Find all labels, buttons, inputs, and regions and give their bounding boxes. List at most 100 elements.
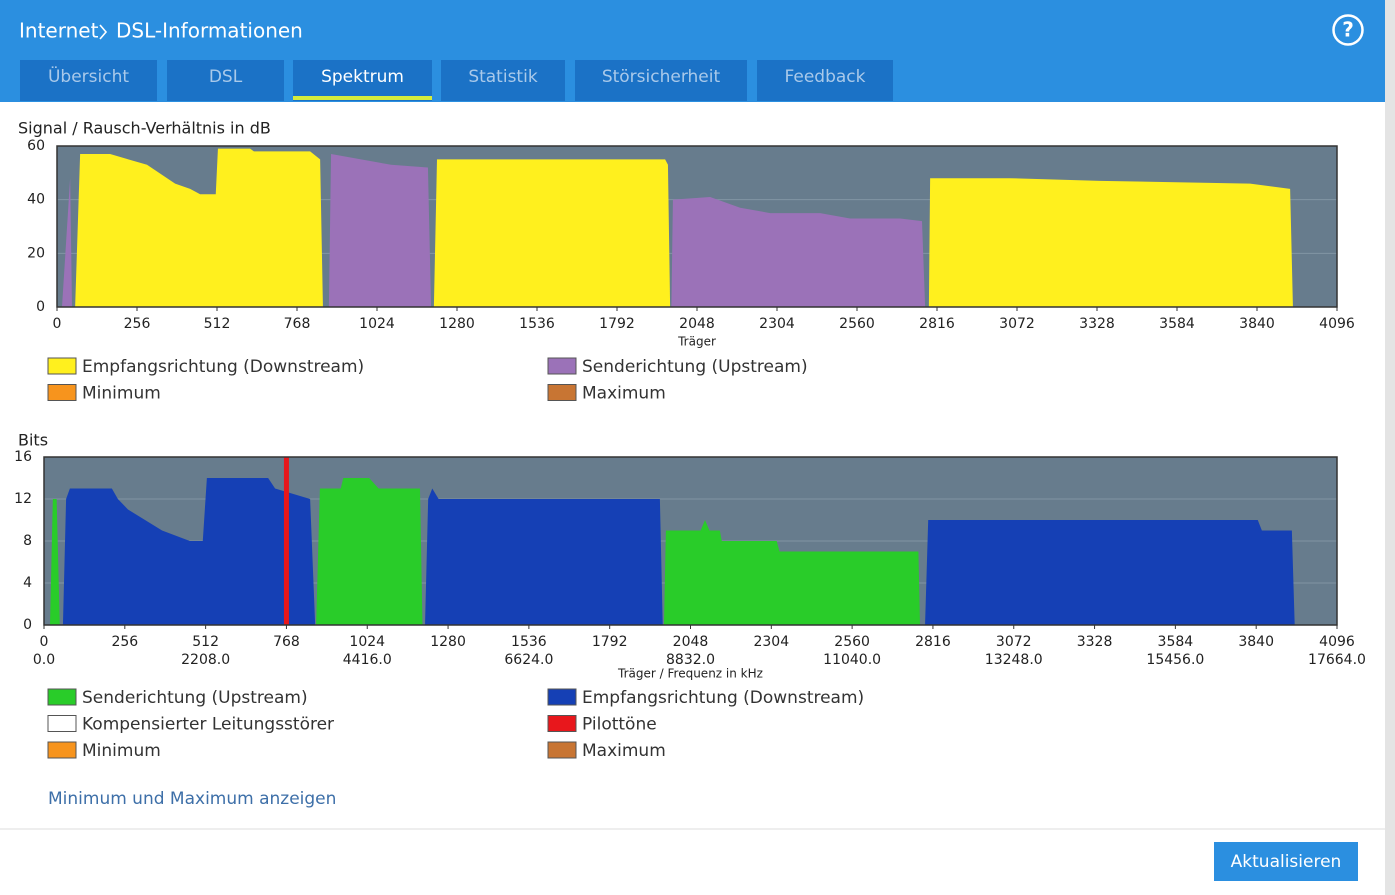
x-tick-label: 1024 — [359, 316, 395, 332]
area — [663, 520, 920, 625]
x-tick-label: 256 — [111, 634, 138, 650]
x-tick-label: 512 — [192, 634, 219, 650]
x-tick-label: 2816 — [919, 316, 955, 332]
legend-label: Kompensierter Leitungsstörer — [82, 715, 334, 735]
tab-label[interactable]: Übersicht — [48, 65, 129, 87]
area — [425, 488, 663, 625]
button-label[interactable]: Aktualisieren — [1231, 852, 1342, 872]
legend-swatch — [547, 384, 577, 401]
x-tick-label: 256 — [124, 316, 151, 332]
x-axis-label: Träger / Frequenz in kHz — [617, 667, 763, 681]
legend-label: Empfangsrichtung (Downstream) — [582, 688, 864, 708]
legend-swatch — [47, 715, 77, 732]
area — [671, 196, 926, 307]
tab-indicator — [293, 96, 432, 100]
legend-label: Empfangsrichtung (Downstream) — [82, 357, 364, 377]
bar — [283, 457, 289, 625]
legend-swatch — [47, 384, 77, 401]
x2-tick-label: 0.0 — [33, 652, 55, 668]
x2-tick-label: 2208.0 — [181, 652, 230, 668]
legend-swatch — [547, 357, 577, 375]
x-tick-label: 3840 — [1239, 316, 1275, 332]
tab[interactable] — [293, 60, 432, 101]
x-tick-label: 768 — [273, 634, 300, 650]
help-text[interactable]: ? — [1342, 18, 1354, 42]
chart-title: Signal / Rausch-Verhältnis in dB — [18, 119, 271, 138]
x-tick-label: 3584 — [1158, 634, 1194, 650]
x2-tick-label: 15456.0 — [1146, 652, 1204, 668]
y-tick-label: 0 — [36, 299, 45, 315]
tab-label[interactable]: Statistik — [468, 67, 538, 87]
legend-label: Minimum — [82, 741, 161, 761]
help-icon[interactable] — [1332, 14, 1364, 46]
area — [62, 178, 72, 307]
breadcrumb-item[interactable]: Internet — [19, 19, 99, 43]
x-tick-label: 3328 — [1079, 316, 1115, 332]
legend-swatch — [47, 688, 77, 706]
tab[interactable] — [575, 60, 747, 101]
x-tick-label: 2048 — [673, 634, 709, 650]
x2-tick-label: 11040.0 — [823, 652, 881, 668]
x-tick-label: 1536 — [519, 316, 555, 332]
scrollbar[interactable] — [1385, 0, 1395, 895]
area — [75, 148, 323, 307]
legend-label: Minimum — [82, 384, 161, 404]
x-tick-label: 0 — [53, 316, 62, 332]
x-tick-label: 1792 — [592, 634, 628, 650]
x-tick-label: 3072 — [999, 316, 1035, 332]
x-tick-label: 4096 — [1319, 316, 1355, 332]
legend-label: Maximum — [582, 384, 666, 404]
area — [925, 520, 1295, 625]
x-tick-label: 512 — [204, 316, 231, 332]
y-tick-label: 16 — [14, 449, 32, 465]
x-tick-label: 1792 — [599, 316, 635, 332]
legend-label: Pilottöne — [582, 715, 657, 735]
breadcrumb-item: DSL-Informationen — [116, 19, 303, 43]
x-tick-label: 768 — [284, 316, 311, 332]
tab-label[interactable]: DSL — [209, 67, 243, 87]
x-tick-label: 2560 — [839, 316, 875, 332]
y-tick-label: 60 — [27, 138, 45, 154]
y-tick-label: 20 — [27, 245, 45, 261]
x-tick-label: 1536 — [511, 634, 547, 650]
y-tick-label: 4 — [23, 575, 32, 591]
plot-border — [56, 145, 1338, 308]
y-tick-label: 0 — [23, 617, 32, 633]
breadcrumb-separator — [99, 24, 108, 40]
area — [328, 154, 432, 307]
area — [316, 478, 423, 625]
button[interactable] — [1214, 842, 1358, 881]
x-tick-label: 3328 — [1077, 634, 1113, 650]
legend-swatch — [547, 715, 577, 732]
link[interactable]: Minimum und Maximum anzeigen — [48, 789, 336, 809]
x-tick-label: 1280 — [439, 316, 475, 332]
legend-label: Maximum — [582, 741, 666, 761]
y-tick-label: 8 — [23, 533, 32, 549]
x-axis-label: Träger — [677, 335, 716, 349]
tab[interactable] — [167, 60, 284, 101]
tab[interactable] — [441, 60, 565, 101]
x-tick-label: 1280 — [430, 634, 466, 650]
x2-tick-label: 17664.0 — [1308, 652, 1366, 668]
x2-tick-label: 6624.0 — [504, 652, 553, 668]
legend-swatch — [547, 741, 577, 759]
area — [62, 478, 316, 625]
x2-tick-label: 8832.0 — [666, 652, 715, 668]
tab[interactable] — [757, 60, 893, 101]
legend-swatch — [47, 741, 77, 759]
tab-label[interactable]: Feedback — [785, 67, 866, 87]
tab-label[interactable]: Störsicherheit — [602, 67, 721, 87]
x-tick-label: 2304 — [759, 316, 795, 332]
x-tick-label: 3840 — [1238, 634, 1274, 650]
x-tick-label: 3584 — [1159, 316, 1195, 332]
x-tick-label: 2304 — [753, 634, 789, 650]
y-tick-label: 12 — [14, 491, 32, 507]
tab[interactable] — [20, 60, 157, 101]
tab-label[interactable]: Spektrum — [321, 67, 404, 87]
x-tick-label: 3072 — [996, 634, 1032, 650]
x-tick-label: 2816 — [915, 634, 951, 650]
chart-title: Bits — [18, 431, 48, 450]
x-tick-label: 1024 — [349, 634, 385, 650]
